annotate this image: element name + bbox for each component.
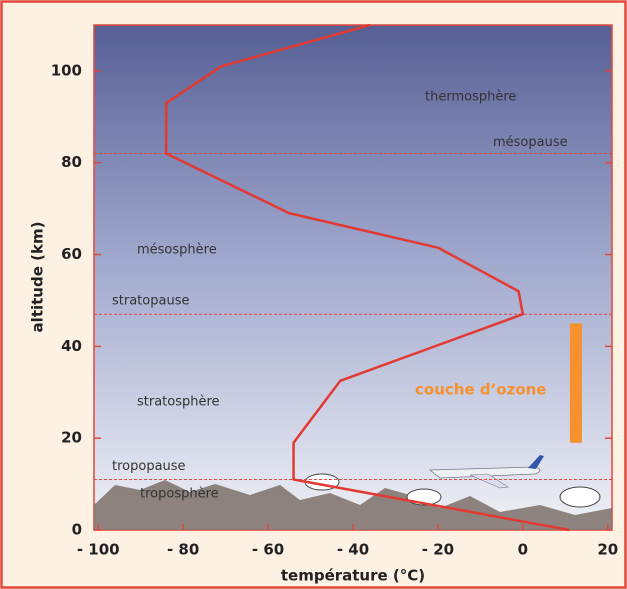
x-tick-label: - 80 (167, 541, 199, 559)
x-tick-label: 0 (518, 541, 528, 559)
x-tick-label: - 20 (422, 541, 454, 559)
ozone-bar (570, 323, 582, 442)
x-tick-label: - 100 (77, 541, 120, 559)
level-label: stratopause (112, 294, 189, 309)
level-label: tropopause (112, 459, 186, 474)
page: {"chart_data": {"type": "line", "x_label… (0, 0, 627, 589)
y-axis-label: altitude (km) (29, 222, 47, 333)
level-label: mésopause (493, 135, 568, 150)
layer-label: stratosphère (137, 395, 220, 410)
y-tick-label: 80 (61, 153, 82, 171)
y-tick-label: 0 (72, 521, 82, 539)
ozone-label: couche d’ozone (415, 381, 546, 399)
y-tick-label: 40 (61, 337, 82, 355)
layer-label: mésosphère (137, 243, 217, 258)
x-tick-label: - 40 (337, 541, 369, 559)
y-tick-label: 20 (61, 429, 82, 447)
layer-label: troposphère (140, 487, 219, 502)
y-tick-label: 60 (61, 245, 82, 263)
x-axis-label: température (°C) (281, 567, 425, 585)
layer-label: thermosphère (425, 90, 516, 105)
y-tick-label: 100 (51, 61, 82, 79)
x-tick-label: 20 (597, 541, 618, 559)
x-tick-label: - 60 (252, 541, 284, 559)
chart: altitude (km) température (°C) 0 20 40 60 80… (0, 0, 627, 589)
